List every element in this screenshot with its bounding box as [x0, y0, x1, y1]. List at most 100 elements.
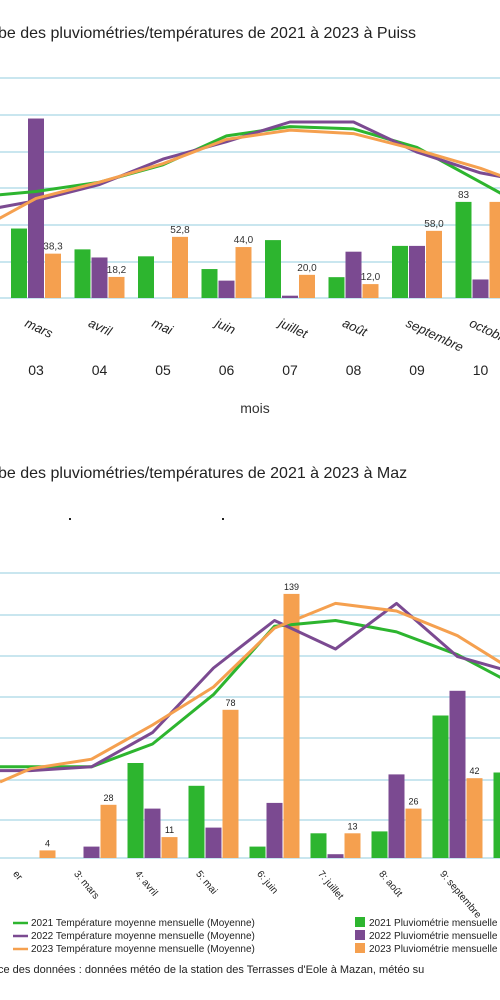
chart2-source-note: ce des données : données météo de la sta… — [0, 964, 424, 976]
chart1-bar-2023-juin — [235, 247, 252, 298]
chart2-bar-2021-6: juin — [249, 846, 266, 858]
chart-puisserguier: be des pluviométries/températures de 202… — [0, 25, 500, 416]
chart1-bar-2022-juin — [218, 280, 235, 298]
chart2-bar-2021-7: juillet — [310, 833, 327, 858]
chart2-data-label: 42 — [469, 766, 479, 776]
chart1-month-label: octobre — [467, 315, 500, 347]
chart1-bar-2022-octobre — [472, 279, 489, 298]
chart1-bars — [11, 118, 500, 299]
chart1-month-label: avril — [86, 315, 115, 339]
chart2-data-label: 11 — [165, 825, 174, 835]
chart2-bar-2022-3: mars — [83, 846, 100, 858]
chart2-dot-mark — [69, 518, 71, 520]
chart1-month-number: 10 — [473, 362, 489, 378]
chart1-bar-2021-mai — [138, 256, 154, 298]
chart1-data-label: 58,0 — [424, 219, 444, 230]
chart2-legend-label: 2022 Température moyenne mensuelle (Moye… — [31, 931, 255, 942]
chart2-month-label: 4: avril — [132, 869, 159, 899]
chart2-data-label: 13 — [347, 821, 357, 831]
chart2-line-2021 — [0, 619, 500, 769]
chart2-bars — [39, 593, 500, 858]
chart2-month-label: 7: juillet — [315, 869, 345, 902]
chart1-month-label: juillet — [275, 314, 311, 342]
chart2-legend-label: 2023 Pluviométrie mensuelle — [369, 944, 498, 955]
chart1-month-label: mai — [150, 315, 176, 338]
chart1-title: be des pluviométries/températures de 202… — [0, 25, 416, 42]
chart2-bar-2023-7: juillet — [344, 833, 361, 858]
chart1-bar-2023-mars — [45, 253, 61, 298]
chart2-bar-2023-8: août — [405, 808, 422, 858]
chart1-month-label: mars — [23, 315, 56, 341]
chart2-bar-2021-8: août — [371, 831, 388, 858]
chart2-bar-2023-5: mai — [222, 709, 239, 858]
chart1-x-axis-label: mois — [240, 400, 270, 416]
chart2-data-label: 78 — [225, 698, 235, 708]
chart1-data-label: 52,8 — [170, 225, 190, 236]
chart2-month-label: 3: mars — [71, 869, 101, 902]
chart1-month-number: 05 — [155, 362, 171, 378]
chart1-month-labels: mars avril mai juin juillet août septembre octo… — [23, 314, 500, 354]
chart2-legend-box-marker — [355, 943, 365, 953]
chart1-data-labels: 38,3 18,2 52,8 44,0 20,0 12,0 58,0 83 — [43, 190, 469, 283]
chart1-data-label: 83 — [458, 190, 470, 201]
chart2-legend-box-marker — [355, 917, 365, 927]
chart1-month-numbers: 03 04 05 06 07 08 09 10 — [28, 362, 488, 378]
chart2-legend-box-marker — [355, 930, 365, 940]
chart1-data-label: 44,0 — [234, 235, 254, 246]
chart2-data-label: 26 — [408, 797, 418, 807]
chart2-bar-2021-10: octobre — [493, 772, 500, 858]
chart2-legend-label: 2021 Température moyenne mensuelle (Moye… — [31, 918, 255, 929]
chart1-month-label: septembre — [404, 315, 466, 355]
chart2-month-label: 6: juin — [254, 869, 280, 897]
chart1-line-2022 — [0, 120, 500, 209]
chart1-bar-2021-mars — [11, 228, 27, 298]
chart1-bar-2022-mars — [28, 118, 44, 299]
chart2-bar-2021-9: septembre — [432, 715, 449, 858]
chart1-bar-2023-avril — [108, 276, 125, 298]
chart1-month-number: 04 — [92, 362, 108, 378]
chart2-bar-2021-5: mai — [188, 785, 205, 858]
chart2-bar-2022-8: août — [388, 774, 405, 858]
chart2-data-label: 139 — [284, 582, 299, 592]
chart1-bar-2021-août — [328, 277, 345, 298]
chart1-line-2023 — [0, 128, 500, 220]
chart2-bar-2023-er — [39, 850, 56, 858]
chart1-month-number: 08 — [346, 362, 362, 378]
chart2-data-labels: 428117813913264262 — [45, 582, 480, 849]
chart2-month-label: 5: mai — [193, 869, 219, 897]
chart2-dot-mark — [222, 518, 224, 520]
chart2-gridlines — [0, 572, 500, 859]
chart1-data-label: 38,3 — [43, 242, 63, 253]
chart2-month-label: er — [10, 869, 25, 883]
chart2-title: be des pluviométries/températures de 202… — [0, 465, 407, 482]
chart2-bar-2022-4: avril — [144, 808, 161, 858]
chart2-legend: 2021 Température moyenne mensuelle (Moye… — [13, 917, 498, 955]
chart1-bar-2021-juin — [201, 269, 218, 298]
chart1-month-label: août — [340, 315, 371, 340]
chart1-bar-2021-avril — [74, 249, 91, 298]
chart1-bar-2023-mai — [172, 236, 188, 298]
chart2-data-label: 28 — [103, 793, 113, 803]
chart1-month-number: 09 — [409, 362, 425, 378]
chart2-bar-2023-6: juin — [283, 593, 300, 858]
chart1-data-label: 18,2 — [107, 265, 127, 276]
chart2-month-label: 8: août — [376, 869, 404, 900]
chart1-bar-2023-septembre — [426, 230, 442, 298]
chart1-bar-2022-septembre — [409, 245, 425, 298]
chart1-bar-2021-juillet — [265, 240, 281, 298]
chart1-bar-2023-octobre — [489, 201, 500, 298]
chart-mazan: be des pluviométries/températures de 202… — [0, 465, 500, 976]
chart2-bar-2023-3: mars — [100, 804, 117, 858]
chart2-bar-2022-7: juillet — [327, 854, 344, 858]
chart2-bar-2023-4: avril — [161, 837, 178, 858]
chart2-bar-2021-4: avril — [127, 763, 144, 858]
chart2-legend-label: 2023 Température moyenne mensuelle (Moye… — [31, 944, 255, 955]
chart1-bar-2021-septembre — [392, 245, 408, 298]
chart2-data-label: 4 — [45, 838, 50, 848]
chart1-bar-2022-juillet — [282, 295, 298, 298]
chart2-month-label: 9: septembre — [437, 869, 483, 921]
chart1-bar-2021-octobre — [455, 201, 472, 298]
chart1-month-number: 03 — [28, 362, 44, 378]
chart1-lines — [0, 120, 500, 220]
